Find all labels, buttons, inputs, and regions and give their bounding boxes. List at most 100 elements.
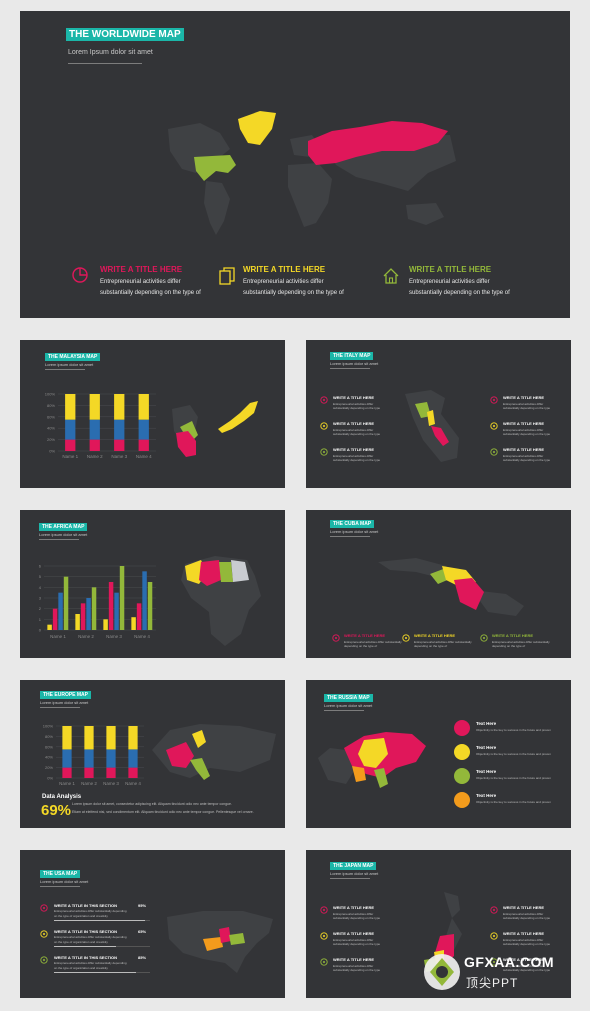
item-heading: WRITE A TITLE HERE <box>333 957 375 962</box>
documents-icon <box>219 267 235 285</box>
analysis-value: 69% <box>41 802 72 819</box>
feature-text-line1: Entrepreneurial activities differ <box>100 279 181 285</box>
y-tick-label: 40% <box>45 755 53 760</box>
item-text: Entrepreneurial activities differ substa… <box>503 938 551 946</box>
y-tick-label: 3 <box>39 596 42 601</box>
item-text: Objectivity is the key to success in the… <box>476 728 551 732</box>
item-text: Entrepreneurial activities differ substa… <box>503 454 551 462</box>
bar-segment <box>138 394 149 420</box>
africa-map <box>181 556 261 646</box>
slide-title: THE MALAYSIA MAP <box>45 353 101 361</box>
slide-malaysia[interactable]: THE MALAYSIA MAP Lorem ipsum dolor sit a… <box>20 340 285 488</box>
slide-italy[interactable]: THE ITALY MAP Lorem ipsum dolor sit amet… <box>306 340 571 488</box>
cuba-map <box>378 558 524 616</box>
item-heading: Text Here <box>476 769 497 774</box>
list-icon <box>402 634 410 642</box>
list-icon <box>320 906 328 914</box>
feature-text-line2: substantially depending on the type of <box>409 290 510 296</box>
slide-russia[interactable]: THE RUSSIA MAP Lorem ipsum dolor sit ame… <box>306 680 571 828</box>
slide-subtitle: Lorem ipsum dolor sit amet <box>330 529 379 534</box>
list-icon <box>332 634 340 642</box>
item-text: Entrepreneurial activities differ substa… <box>54 961 127 965</box>
item-text: Objectivity is the key to success in the… <box>476 752 551 756</box>
y-tick-label: 60% <box>47 414 55 419</box>
y-tick-label: 20% <box>45 765 53 770</box>
bar-segment <box>65 419 76 440</box>
x-tick-label: Name 2 <box>87 454 103 459</box>
bar-segment <box>106 749 116 768</box>
slide-worldwide[interactable]: THE WORLDWIDE MAP Lorem Ipsum dolor sit … <box>20 11 570 318</box>
list-icon <box>454 744 470 760</box>
list-icon <box>490 932 498 940</box>
bar-segment <box>62 749 72 768</box>
item-heading: WRITE A TITLE HERE <box>503 931 545 936</box>
progress-fill <box>54 972 136 973</box>
y-tick-label: 0% <box>47 776 53 781</box>
africa-bar-chart: 6 5 4 3 2 1 0 Name 1 Name 2 Name 3 Name 4 <box>39 564 156 639</box>
item-text: Entrepreneurial activities differ substa… <box>333 454 381 462</box>
title-underline <box>39 539 79 540</box>
feature-text-line2: substantially depending on the type of <box>243 290 344 296</box>
item-text: Objectivity is the key to success in the… <box>476 776 551 780</box>
item-heading: WRITE A TITLE HERE <box>503 421 545 426</box>
bar <box>131 617 136 630</box>
list-icon <box>454 768 470 784</box>
item-text: Entrepreneurial activities differ substa… <box>503 402 551 410</box>
bar <box>47 624 52 630</box>
bar-segment <box>65 439 76 451</box>
progress-fill <box>54 946 117 947</box>
watermark-logo <box>424 954 460 990</box>
item-heading: WRITE A TITLE IN THIS SECTION <box>54 903 118 908</box>
item-text: Objectivity is the key to success in the… <box>476 800 551 804</box>
x-tick-label: Name 3 <box>111 454 127 459</box>
item-heading: WRITE A TITLE HERE <box>503 447 545 452</box>
bar-segment <box>114 419 125 440</box>
y-tick-label: 100% <box>45 392 56 397</box>
slide-usa[interactable]: THE USA MAP Lorem ipsum dolor sit amet W… <box>20 850 285 998</box>
item-heading: Text Here <box>476 721 497 726</box>
bar-segment <box>128 749 138 768</box>
europe-map <box>152 724 276 780</box>
item-heading: WRITE A TITLE HERE <box>333 447 375 452</box>
title-underline <box>324 710 364 711</box>
item-heading: WRITE A TITLE IN THIS SECTION <box>54 955 118 960</box>
slide-subtitle: Lorem ipsum dolor sit amet <box>330 361 379 366</box>
bar-segment <box>128 767 138 778</box>
list-icon <box>40 956 48 964</box>
y-tick-label: 100% <box>43 724 54 729</box>
item-heading: Text Here <box>476 745 497 750</box>
x-tick-label: Name 4 <box>136 454 152 459</box>
item-heading: WRITE A TITLE HERE <box>503 957 545 962</box>
bar-segment <box>114 394 125 420</box>
item-heading: WRITE A TITLE HERE <box>492 633 534 638</box>
slide-title: THE CUBA MAP <box>330 520 375 528</box>
slide-subtitle: Lorem ipsum dolor sit amet <box>45 362 94 367</box>
watermark-brand: GFXAA.COM <box>464 954 555 970</box>
y-tick-label: 0% <box>49 449 55 454</box>
y-tick-label: 4 <box>39 585 42 590</box>
item-text: Entrepreneurial activities differ substa… <box>344 640 402 648</box>
slide-europe[interactable]: THE EUROPE MAP Lorem ipsum dolor sit ame… <box>20 680 285 828</box>
slide-africa[interactable]: THE AFRICA MAP Lorem ipsum dolor sit ame… <box>20 510 285 658</box>
slide-cuba[interactable]: THE CUBA MAP Lorem ipsum dolor sit amet … <box>306 510 571 658</box>
item-percent: 95% <box>138 903 147 908</box>
item-heading: WRITE A TITLE HERE <box>503 395 545 400</box>
slide-title: THE ITALY MAP <box>330 352 374 360</box>
bar-segment <box>128 726 138 750</box>
bar-segment <box>106 767 116 778</box>
slide-subtitle: Lorem Ipsum dolor sit amet <box>68 49 153 56</box>
item-heading: WRITE A TITLE HERE <box>333 931 375 936</box>
list-icon <box>40 930 48 938</box>
watermark-cn: 顶尖PPT <box>466 976 519 990</box>
item-text: Entrepreneurial activities differ substa… <box>333 964 381 972</box>
item-text: Entrepreneurial activities differ substa… <box>503 964 551 972</box>
bar-segment <box>89 419 100 440</box>
x-tick-label: Name 1 <box>50 634 66 639</box>
slide-japan[interactable]: THE JAPAN MAP Lorem ipsum dolor sit amet… <box>306 850 571 998</box>
item-text-line2: on the type of organization and creativi… <box>54 966 108 970</box>
bar-segment <box>106 726 116 750</box>
bar <box>103 619 108 630</box>
italy-map <box>405 390 459 462</box>
bar <box>75 614 80 630</box>
bar-segment <box>138 439 149 451</box>
